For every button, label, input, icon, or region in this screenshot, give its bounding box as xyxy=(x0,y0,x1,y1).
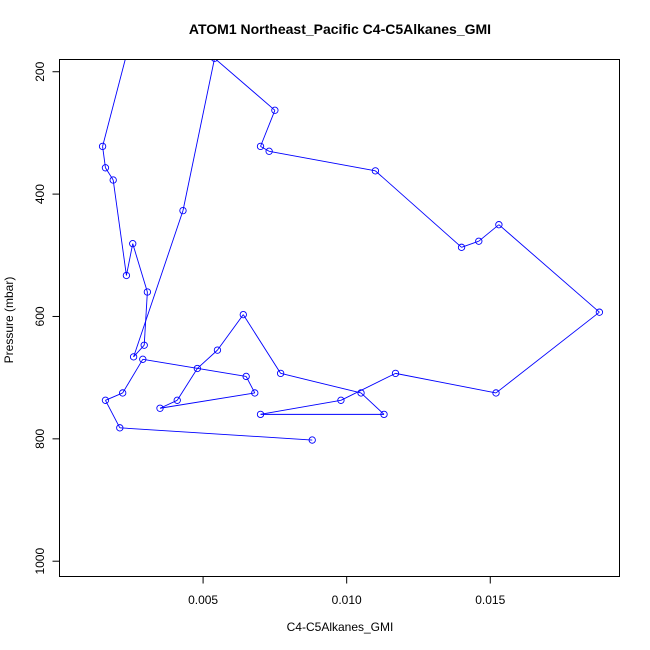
chart-title: ATOM1 Northeast_Pacific C4-C5Alkanes_GMI xyxy=(189,21,491,37)
series-0-segment xyxy=(176,368,198,401)
series-0-segment xyxy=(159,392,255,409)
y-tick-label: 800 xyxy=(33,429,47,449)
plot-frame xyxy=(59,59,620,577)
series-0-segment xyxy=(260,399,342,415)
data-point xyxy=(308,436,316,444)
x-tick-label: 0.010 xyxy=(332,593,362,607)
series-0-segment xyxy=(119,427,313,441)
series-0-segment xyxy=(132,243,148,293)
plot-area xyxy=(98,59,604,444)
data-point xyxy=(101,164,110,172)
data-point xyxy=(380,410,388,419)
data-point xyxy=(337,396,345,404)
data-point xyxy=(193,364,201,373)
data-point xyxy=(140,341,148,349)
series-0-segment xyxy=(269,150,376,172)
series-0-segment xyxy=(260,145,270,152)
series-0-segment xyxy=(105,400,121,429)
x-tick-label: 0.015 xyxy=(475,593,505,607)
x-axis-label: C4-C5Alkanes_GMI xyxy=(287,620,394,634)
data-point xyxy=(276,369,285,378)
x-tick-label: 0.005 xyxy=(188,593,218,607)
data-point xyxy=(98,142,107,151)
data-point xyxy=(495,221,503,229)
y-tick-label: 400 xyxy=(33,184,47,204)
data-point xyxy=(179,206,187,215)
data-point xyxy=(143,288,152,296)
series-0-segment xyxy=(260,110,276,147)
data-point xyxy=(371,167,380,175)
series-0-segment xyxy=(143,291,148,346)
series-0-segment xyxy=(133,210,184,357)
data-point xyxy=(475,237,483,245)
data-point xyxy=(173,396,181,404)
data-point xyxy=(256,142,265,151)
series-0-segment xyxy=(102,59,126,147)
data-point xyxy=(251,389,259,397)
data-point xyxy=(239,310,247,319)
data-point xyxy=(129,353,138,361)
series-0-segment xyxy=(360,392,385,415)
data-point xyxy=(129,240,137,248)
series-0-segment xyxy=(112,179,127,276)
data-point xyxy=(213,346,222,354)
series-0-segment xyxy=(280,372,362,394)
data-point xyxy=(119,389,127,397)
data-point xyxy=(122,271,131,280)
data-point xyxy=(271,106,279,114)
series-0-segment xyxy=(197,349,218,369)
y-tick-label: 600 xyxy=(33,306,47,326)
data-point xyxy=(457,243,466,251)
data-point xyxy=(109,176,117,184)
data-point xyxy=(256,410,265,419)
data-point xyxy=(242,372,250,381)
series-0-segment xyxy=(375,170,462,248)
data-point xyxy=(139,355,147,363)
y-tick-label: 1000 xyxy=(33,548,47,575)
series-0-segment xyxy=(495,311,600,394)
data-point xyxy=(116,424,124,432)
data-point xyxy=(211,59,219,62)
series-0-segment xyxy=(105,167,114,181)
data-point xyxy=(595,308,604,316)
data-point xyxy=(101,396,110,404)
y-tick-label: 200 xyxy=(33,61,47,81)
series-0-segment xyxy=(217,314,244,351)
series-0-segment xyxy=(478,224,500,242)
data-point xyxy=(492,389,500,397)
data-point xyxy=(265,147,273,155)
series-0-segment xyxy=(395,372,497,394)
series-0-segment xyxy=(133,344,145,358)
y-axis-label: Pressure (mbar) xyxy=(2,277,16,364)
series-0-segment xyxy=(182,59,215,211)
series-0-segment xyxy=(215,59,276,111)
data-point xyxy=(357,389,365,397)
series-0-segment xyxy=(125,243,134,276)
series-0-segment xyxy=(242,314,282,374)
series-0-segment xyxy=(340,372,396,401)
data-point xyxy=(156,404,164,412)
series-0-segment xyxy=(122,359,144,394)
series-0-segment xyxy=(498,224,600,313)
data-point xyxy=(391,369,400,378)
